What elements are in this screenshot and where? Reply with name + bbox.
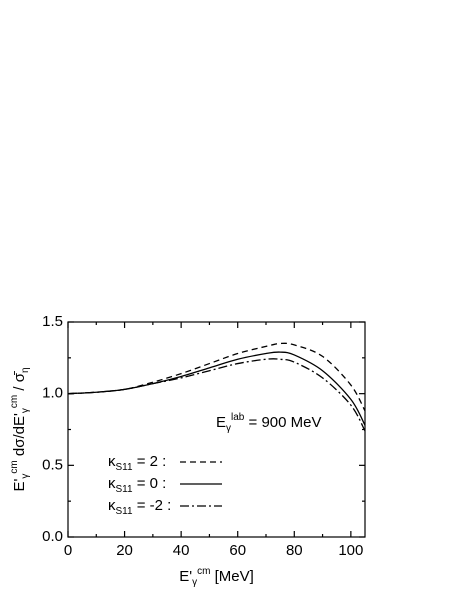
y-axis-label-part: E': [11, 479, 28, 492]
x-tick-label: 40: [173, 542, 190, 559]
legend-label: κS11 = 0 :: [108, 475, 166, 495]
y-axis-label-part: dσ/dE': [11, 413, 28, 460]
series-line: [67, 342, 366, 412]
x-axis-label-part: γ: [192, 577, 197, 588]
legend-label-part: S11: [116, 484, 133, 495]
x-axis-label-part: cm: [197, 566, 210, 577]
legend-label-part: κ: [108, 453, 116, 470]
y-axis-label-part: cm: [9, 395, 20, 408]
legend-label-part: S11: [116, 462, 133, 473]
y-tick-label: 0.0: [42, 528, 63, 545]
annotation-part: E: [216, 414, 226, 431]
legend-label: κS11 = -2 :: [108, 497, 171, 517]
annotation: Eγlab = 900 MeV: [216, 412, 322, 434]
y-tick-label: 1.0: [42, 385, 63, 402]
y-axis-label: E'γcm dσ/dE'γcm / σ̄η: [9, 367, 31, 491]
x-tick-label: 100: [338, 542, 363, 559]
legend-label-part: κ: [108, 497, 116, 514]
legend-label-part: = 0 :: [133, 475, 167, 492]
y-axis-label-part: η: [20, 367, 31, 373]
x-axis-label-part: E': [179, 568, 192, 585]
x-tick-label: 60: [229, 542, 246, 559]
x-axis-label: E'γcm [MeV]: [179, 566, 254, 588]
legend-label-part: S11: [116, 506, 133, 517]
y-axis-label-part: γ: [20, 474, 31, 479]
y-axis-label-part: / σ̄: [11, 371, 28, 395]
y-tick-label: 0.5: [42, 456, 63, 473]
annotation-part: = 900 MeV: [244, 414, 321, 431]
annotation-part: lab: [231, 412, 245, 423]
x-tick-label: 0: [64, 542, 72, 559]
legend-label: κS11 = 2 :: [108, 453, 166, 473]
legend-label-part: = -2 :: [133, 497, 172, 514]
annotation-part: γ: [226, 423, 231, 434]
x-axis-label-part: [MeV]: [210, 568, 253, 585]
x-tick-label: 80: [286, 542, 303, 559]
y-axis-label-part: cm: [9, 460, 20, 473]
legend-label-part: κ: [108, 475, 116, 492]
y-axis-label-part: γ: [20, 408, 31, 413]
y-tick-label: 1.5: [42, 313, 63, 330]
x-tick-label: 20: [116, 542, 133, 559]
series-line: [67, 358, 366, 432]
legend-label-part: = 2 :: [133, 453, 167, 470]
